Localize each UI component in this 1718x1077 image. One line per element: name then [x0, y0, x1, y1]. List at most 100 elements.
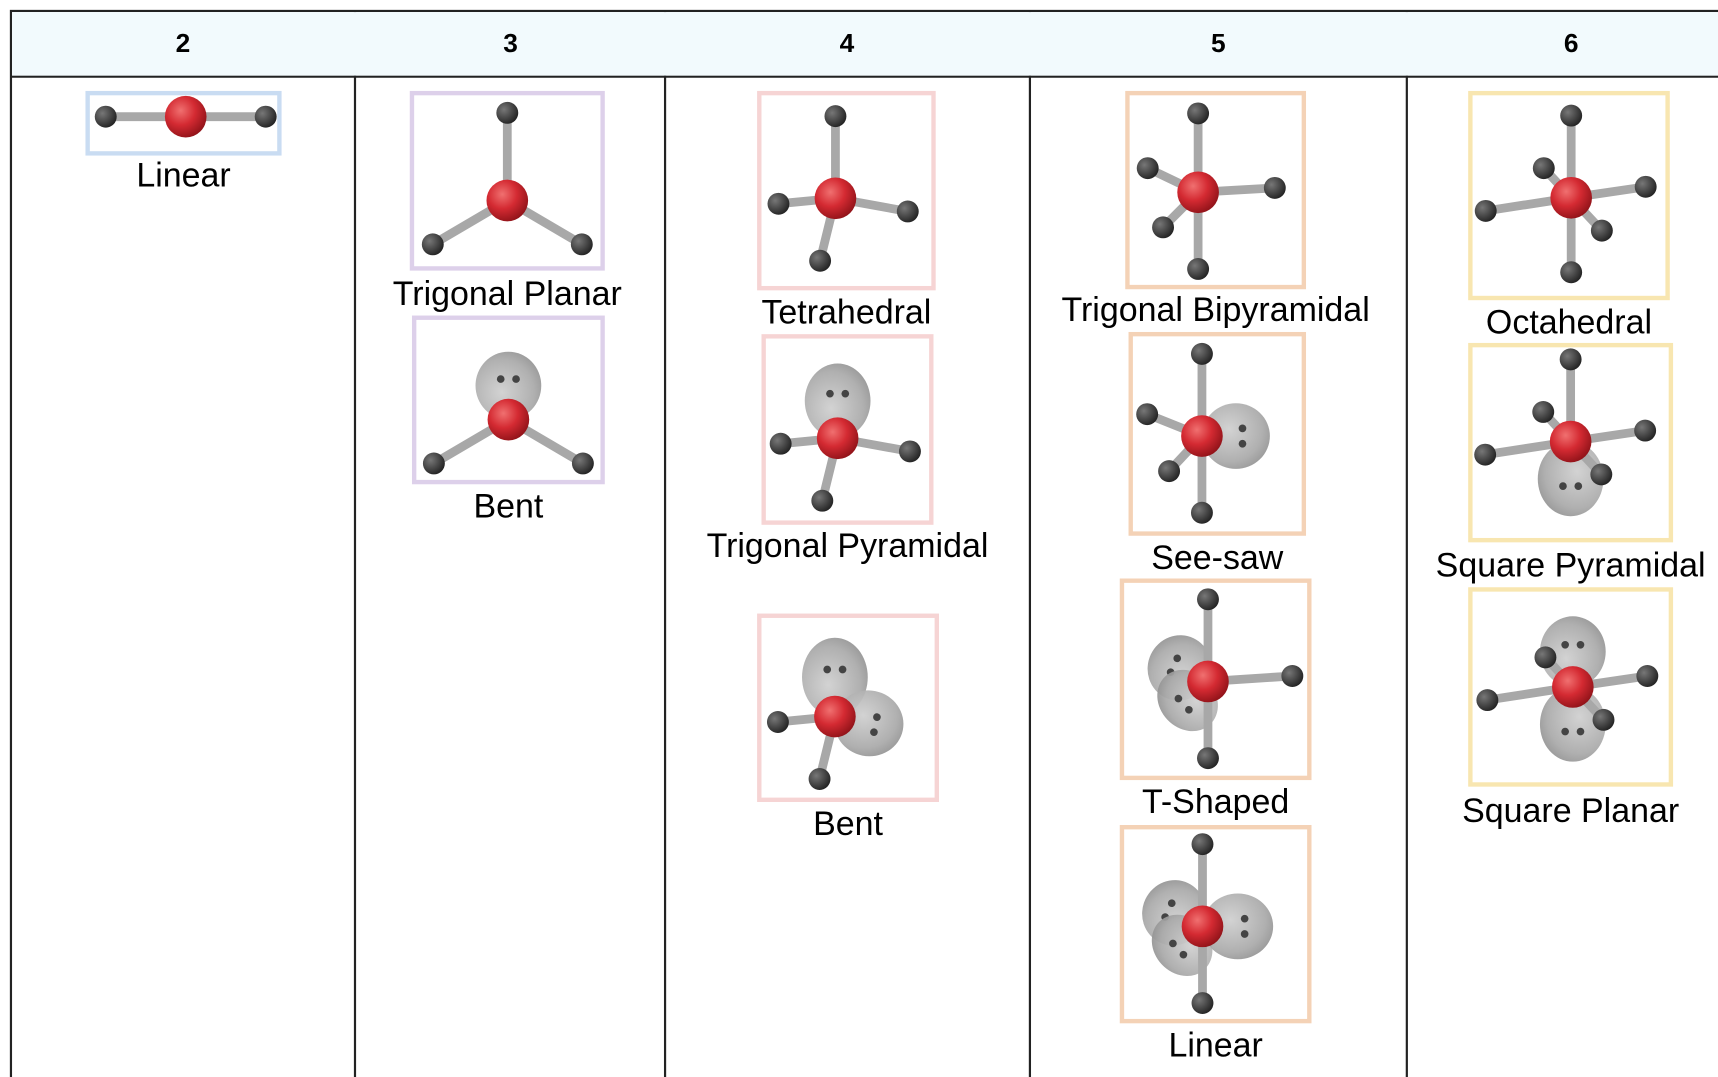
electron [1240, 914, 1249, 923]
electron [1169, 939, 1177, 948]
header: 5 [1211, 28, 1226, 58]
electron [1574, 482, 1583, 490]
ligand-atom [1559, 348, 1582, 371]
molecule-cell: Bent [757, 613, 939, 843]
ligand-atom [1136, 403, 1159, 426]
ligand-atom [1158, 460, 1181, 483]
ligand-atom [824, 105, 847, 128]
ligand-atom [1534, 646, 1557, 669]
shape-label: Linear [136, 156, 230, 194]
electron [1576, 727, 1585, 736]
ligand-atom [769, 432, 792, 455]
ligand-atom [570, 233, 593, 256]
electron [1173, 654, 1182, 663]
electron [826, 389, 834, 398]
electron [1238, 439, 1247, 448]
central-atom [1181, 905, 1224, 948]
central-atom [1187, 660, 1229, 703]
ligand-atom [1532, 157, 1555, 180]
ligand-atom [1590, 463, 1613, 486]
electron [1561, 727, 1569, 736]
ligand-atom [422, 452, 445, 475]
ligand-atom [1187, 258, 1210, 280]
ligand-atom [496, 101, 519, 124]
ligand-atom [766, 711, 789, 733]
ligand-atom [571, 452, 594, 475]
lone-pair-lobe [1202, 893, 1274, 960]
ligand-atom [1152, 216, 1175, 239]
electron [1167, 899, 1176, 908]
central-atom [486, 179, 529, 222]
electron [1238, 424, 1247, 433]
electron [496, 375, 505, 383]
ligand-atom [808, 768, 831, 790]
central-atom [814, 177, 857, 220]
electron [823, 665, 832, 674]
lone-pair [1201, 403, 1270, 469]
ligand-atom [1190, 501, 1213, 524]
ligand-atom [1634, 419, 1657, 442]
shape-label: Trigonal Bipyramidal [1062, 291, 1370, 329]
electron [870, 728, 878, 737]
electron [838, 665, 847, 674]
electron [512, 375, 520, 383]
shape-label: Trigonal Planar [393, 275, 622, 313]
electron [1240, 930, 1249, 938]
header: 4 [840, 28, 855, 58]
central-atom [487, 398, 530, 441]
molecule-cell: Linear [85, 90, 282, 194]
lone-pair-lobe [475, 351, 542, 420]
lone-pair [804, 363, 871, 439]
ligand-atom [1263, 176, 1286, 199]
ligand-atom [1636, 665, 1659, 687]
electron [1576, 640, 1585, 649]
molecule-cell: Trigonal Pyramidal [707, 334, 989, 565]
ligand-atom [767, 192, 790, 215]
ligand-atom [1136, 157, 1159, 180]
ligand-atom [1197, 747, 1219, 770]
ligand-atom [1197, 588, 1219, 611]
central-atom [1552, 666, 1594, 708]
ligand-atom [1634, 175, 1657, 198]
shape-label: Linear [1168, 1026, 1262, 1064]
molecule-cell: Square Planar [1462, 587, 1679, 830]
molecule-cell: Square Pyramidal [1436, 342, 1706, 585]
ligand-atom [1560, 104, 1583, 127]
ligand-atom [1191, 992, 1214, 1015]
shape-label: Bent [473, 487, 543, 525]
ligand-atom [1281, 665, 1304, 687]
ligand-atom [1560, 261, 1583, 284]
electron [1179, 950, 1188, 959]
ligand-atom [896, 200, 919, 223]
molecule-cell: T-Shaped [1119, 578, 1312, 821]
ligand-atom [1532, 400, 1555, 423]
header: 2 [176, 28, 191, 58]
molecule-cell: Bent [411, 315, 605, 525]
ligand-atom [898, 440, 921, 463]
ligand-atom [811, 489, 834, 512]
lone-pair [475, 351, 542, 420]
central-atom [1549, 420, 1592, 463]
ligand-atom [1190, 342, 1213, 365]
molecule-cell: Trigonal Bipyramidal [1062, 90, 1370, 329]
shape-label: T-Shaped [1142, 783, 1289, 821]
table-border [9, 9, 1718, 1077]
central-atom [1177, 171, 1219, 214]
electron [841, 389, 850, 398]
ligand-atom [254, 105, 277, 128]
electron [1559, 482, 1567, 490]
ligand-atom [1187, 102, 1210, 125]
central-atom [816, 417, 859, 460]
shape-label: Square Planar [1462, 792, 1679, 830]
ligand-atom [1590, 219, 1613, 242]
header: 3 [503, 28, 518, 58]
lone-pair-lobe [804, 363, 871, 439]
molecule-cell: Linear [1119, 825, 1312, 1064]
molecule-cell: Tetrahedral [757, 90, 936, 331]
electron [1174, 694, 1183, 703]
molecule-cell: Trigonal Planar [393, 90, 622, 313]
shape-label: Trigonal Pyramidal [707, 527, 989, 565]
ligand-atom [1476, 689, 1499, 712]
central-atom [814, 695, 856, 738]
ligand-atom [1474, 199, 1497, 222]
